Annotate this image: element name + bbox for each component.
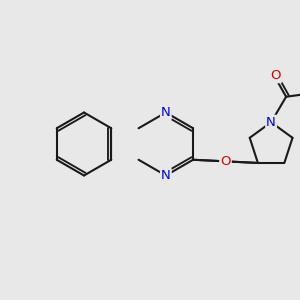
Text: N: N — [161, 106, 171, 119]
Text: O: O — [270, 69, 281, 82]
Text: N: N — [266, 116, 276, 129]
Text: O: O — [220, 155, 231, 168]
Text: N: N — [161, 169, 171, 182]
